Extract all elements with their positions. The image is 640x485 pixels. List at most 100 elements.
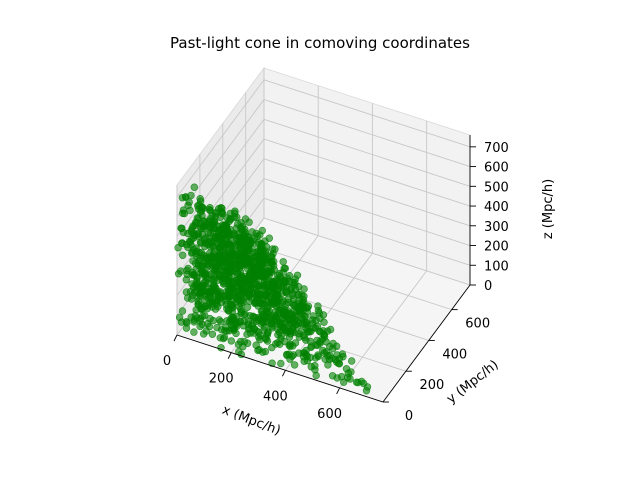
data-point: [243, 339, 252, 347]
data-point: [192, 249, 200, 258]
data-point: [282, 287, 291, 295]
data-point: [251, 299, 259, 307]
data-point: [289, 342, 297, 350]
data-point: [241, 275, 249, 283]
data-point: [179, 209, 187, 218]
data-point: [312, 371, 320, 380]
data-point: [185, 198, 193, 206]
data-point: [177, 267, 185, 275]
data-point: [188, 224, 197, 232]
data-point: [190, 288, 199, 297]
data-point: [295, 291, 303, 299]
data-point: [322, 348, 331, 356]
data-point: [280, 337, 289, 346]
data-point: [354, 378, 362, 387]
data-point: [223, 317, 231, 325]
data-point: [302, 351, 310, 359]
data-point: [198, 231, 207, 239]
data-point: [205, 322, 214, 331]
data-point: [245, 218, 253, 226]
data-point: [209, 242, 217, 251]
grid-line-z: [176, 119, 265, 237]
x-tick: [173, 334, 178, 342]
data-point: [326, 342, 334, 351]
grid-line-z: [263, 217, 471, 286]
data-point: [220, 258, 229, 266]
y-tick-label: 200: [419, 378, 444, 393]
z-tick-label: 400: [484, 200, 509, 215]
data-point: [316, 337, 324, 346]
data-point: [340, 378, 348, 386]
scatter-points: [174, 183, 372, 395]
grid-line-z: [263, 99, 471, 168]
data-point: [182, 240, 191, 249]
x-tick-label: 600: [317, 407, 342, 422]
z-tick-label: 100: [484, 259, 509, 274]
data-point: [307, 343, 315, 352]
data-point: [362, 387, 371, 395]
data-point: [228, 283, 237, 292]
data-point: [200, 330, 208, 338]
grid-line-z: [176, 79, 265, 198]
data-point: [255, 238, 263, 247]
data-point: [277, 332, 285, 340]
z-tick-label: 600: [484, 161, 509, 176]
data-point: [220, 251, 229, 260]
data-point: [243, 330, 251, 338]
x-tick-label: 400: [263, 389, 288, 404]
x-tick-label: 0: [163, 354, 171, 369]
data-point: [196, 322, 204, 331]
data-point: [290, 361, 299, 369]
data-point: [300, 357, 308, 365]
z-axis-label: z (Mpc/h): [541, 179, 556, 239]
data-point: [197, 207, 206, 215]
data-point: [237, 260, 246, 268]
x-axis-label: x (Mpc/h): [220, 403, 283, 439]
data-point: [298, 303, 306, 311]
data-point: [184, 264, 192, 273]
data-point: [335, 359, 343, 368]
data-point: [205, 291, 214, 300]
data-point: [226, 268, 234, 276]
data-point: [206, 315, 214, 323]
z-tick-label: 300: [484, 220, 509, 235]
data-point: [253, 291, 261, 299]
grid-line-y: [245, 242, 452, 311]
data-point: [267, 268, 276, 276]
data-point: [197, 302, 206, 310]
y-tick-label: 400: [442, 347, 467, 362]
data-point: [194, 202, 202, 210]
x-tick: [227, 352, 232, 359]
chart-title: Past-light cone in comoving coordinates: [170, 34, 470, 52]
data-point: [217, 318, 225, 326]
data-point: [196, 195, 204, 203]
grid-line-z: [263, 178, 471, 246]
data-point: [266, 315, 274, 323]
x-tick: [282, 370, 286, 377]
data-point: [244, 317, 253, 325]
data-point: [214, 302, 222, 311]
data-point: [182, 193, 190, 201]
data-point: [209, 264, 217, 273]
data-point: [276, 318, 284, 326]
grid-line-z: [263, 79, 471, 148]
data-point: [227, 301, 236, 309]
grid-line-z: [263, 197, 471, 266]
data-point: [215, 232, 223, 241]
data-point: [293, 307, 301, 316]
y-tick-label: 600: [465, 317, 490, 332]
x-tick: [336, 387, 341, 395]
data-point: [205, 301, 213, 309]
grid-line-x: [339, 270, 427, 389]
grid-line-z: [263, 138, 471, 207]
z-tick-label: 200: [484, 240, 509, 255]
data-point: [190, 328, 198, 336]
data-point: [252, 327, 261, 335]
grid-line-z: [263, 118, 471, 187]
data-point: [221, 221, 229, 229]
data-point: [311, 362, 319, 370]
data-point: [219, 334, 228, 343]
data-point: [227, 337, 236, 345]
data-point: [288, 352, 296, 360]
